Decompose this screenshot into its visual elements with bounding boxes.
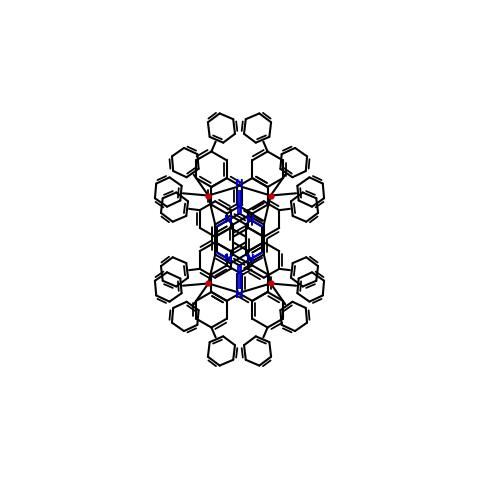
Text: N: N (246, 215, 255, 225)
Text: N: N (235, 179, 244, 189)
Text: N: N (235, 290, 244, 300)
Text: N: N (246, 254, 255, 264)
Text: N: N (224, 254, 233, 264)
Text: N: N (224, 215, 233, 225)
